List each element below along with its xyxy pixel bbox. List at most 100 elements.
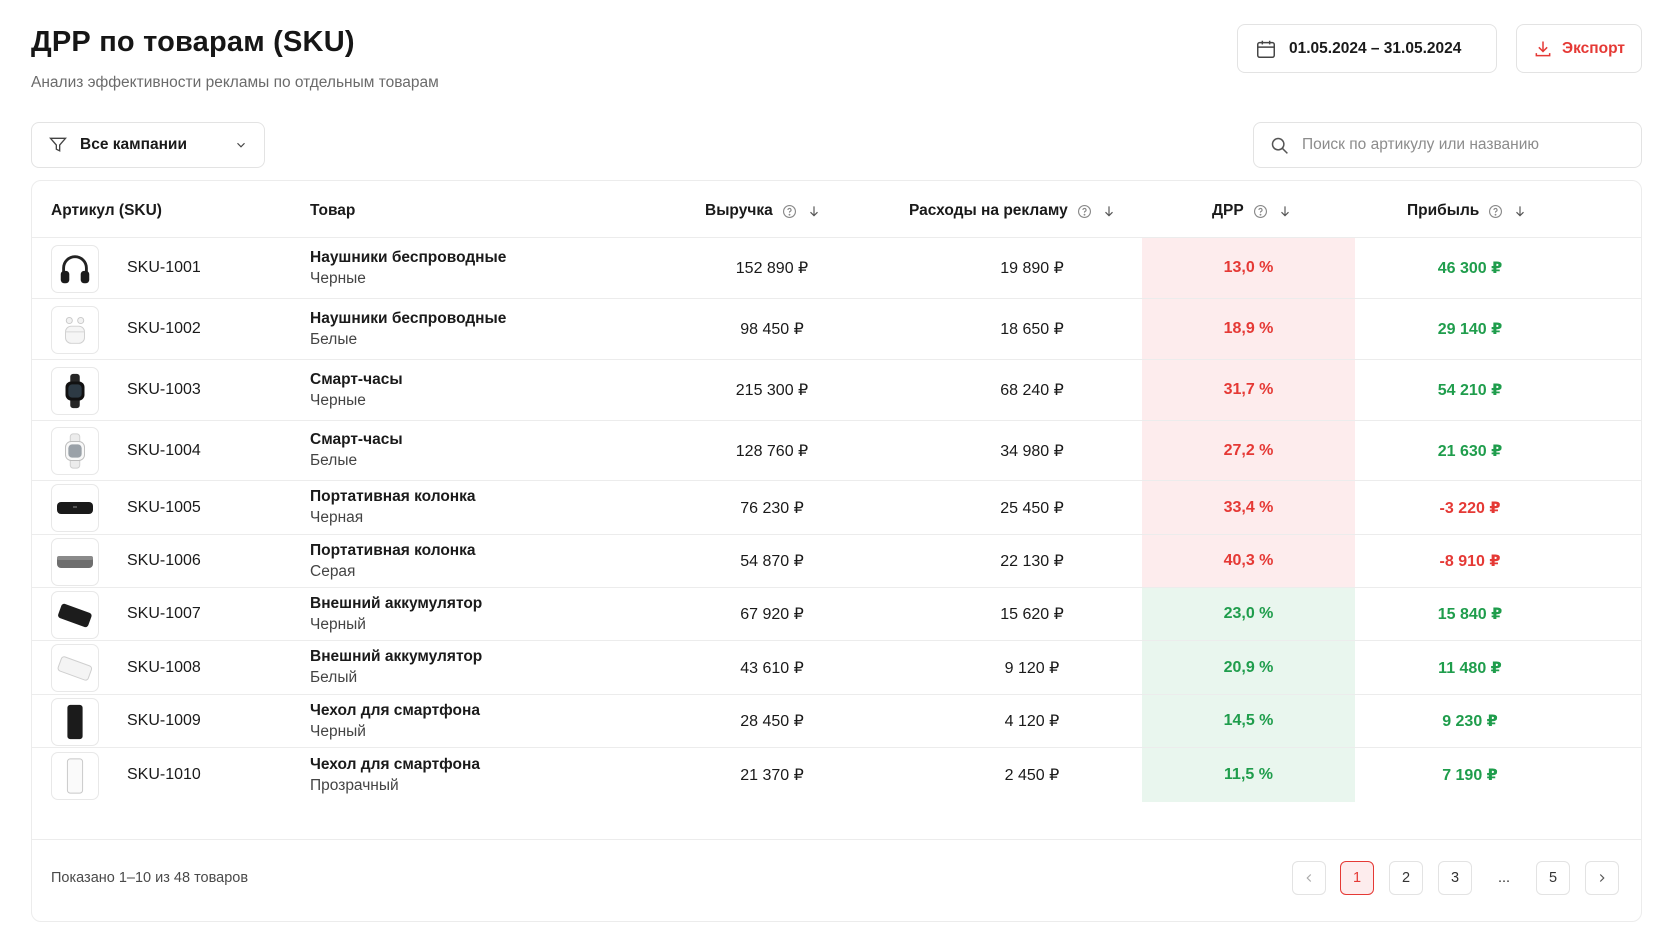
sku-cell[interactable]: SKU-1009 [127, 712, 201, 729]
column-header-spend[interactable]: Расходы на рекламу [909, 181, 1116, 241]
product-thumbnail [51, 245, 99, 293]
sku-cell[interactable]: SKU-1007 [127, 605, 201, 622]
pagination-page-3[interactable]: 3 [1438, 861, 1472, 895]
pagination-ellipsis: ... [1497, 870, 1511, 886]
sort-arrow-down-icon[interactable] [1102, 204, 1116, 218]
sku-table: Артикул (SKU) Товар Выручка Расходы на р… [31, 180, 1642, 922]
table-row[interactable]: SKU-1003 Смарт-часы Черные 215 300 ₽ 68 240 … [32, 359, 1641, 420]
profit-cell: 15 840 ₽ [1437, 606, 1503, 623]
table-row[interactable]: SKU-1008 Внешний аккумулятор Белый 43 610 ₽… [32, 640, 1641, 694]
drr-cell: 27,2 % [1142, 421, 1355, 480]
product-name: Внешний аккумулятор [310, 648, 483, 665]
export-label: Экспорт [1562, 39, 1625, 57]
column-header-drr[interactable]: ДРР [1212, 181, 1292, 241]
product-name: Смарт-часы [310, 370, 403, 388]
product-cell: Чехол для смартфона Черный [310, 695, 480, 747]
product-thumbnail [51, 591, 99, 639]
page-title: ДРР по товарам (SKU) [31, 26, 355, 58]
chevron-right-icon [1599, 874, 1605, 882]
pagination-page-5[interactable]: 5 [1536, 861, 1570, 895]
product-cell: Портативная колонка Серая [310, 535, 476, 587]
sort-arrow-down-icon[interactable] [1278, 204, 1292, 218]
product-name: Портативная колонка [310, 541, 476, 559]
help-icon[interactable] [782, 204, 797, 219]
product-cell: Чехол для смартфона Прозрачный [310, 748, 480, 802]
column-header-product: Товар [310, 202, 356, 219]
sku-cell[interactable]: SKU-1002 [127, 320, 201, 337]
pagination-next-button[interactable] [1585, 861, 1619, 895]
sku-cell[interactable]: SKU-1003 [127, 381, 201, 398]
campaign-filter-label: Все кампании [80, 136, 187, 153]
profit-cell: 54 210 ₽ [1437, 382, 1503, 399]
table-row[interactable]: SKU-1009 Чехол для смартфона Черный 28 450 … [32, 694, 1641, 747]
revenue-cell: 43 610 ₽ [740, 659, 804, 677]
search-input[interactable] [1302, 136, 1622, 154]
product-name: Портативная колонка [310, 488, 476, 505]
sku-cell[interactable]: SKU-1001 [127, 259, 201, 276]
revenue-cell: 21 370 ₽ [740, 767, 804, 784]
pagination-page-2[interactable]: 2 [1389, 861, 1423, 895]
chevron-left-icon [1306, 874, 1312, 882]
product-variant: Серая [310, 562, 356, 580]
revenue-cell: 76 230 ₽ [740, 499, 804, 517]
profit-cell: 21 630 ₽ [1437, 442, 1503, 460]
ad-spend-cell: 18 650 ₽ [1000, 321, 1064, 338]
product-variant: Черный [310, 615, 366, 633]
revenue-cell: 128 760 ₽ [735, 442, 809, 460]
help-icon[interactable] [1253, 204, 1268, 219]
product-cell: Наушники беспроводные Белые [310, 299, 506, 359]
table-footer: Показано 1–10 из 48 товаров 1 2 3 ... 5 [32, 839, 1641, 921]
table-row[interactable]: SKU-1006 Портативная колонка Серая 54 870 ₽… [32, 534, 1641, 587]
sku-cell[interactable]: SKU-1005 [127, 498, 201, 516]
table-row[interactable]: SKU-1001 Наушники беспроводные Черные 152 8… [32, 237, 1641, 298]
revenue-cell: 215 300 ₽ [735, 382, 809, 399]
drr-cell: 20,9 % [1142, 641, 1355, 694]
table-row[interactable]: SKU-1004 Смарт-часы Белые 128 760 ₽ 34 980 ₽… [32, 420, 1641, 480]
sku-cell[interactable]: SKU-1010 [127, 766, 201, 783]
pagination-prev-button[interactable] [1292, 861, 1326, 895]
drr-cell: 23,0 % [1142, 588, 1355, 640]
profit-cell: -3 220 ₽ [1439, 499, 1501, 517]
product-name: Чехол для смартфона [310, 755, 480, 773]
calendar-icon [1257, 40, 1275, 58]
product-variant: Белые [310, 452, 358, 469]
ad-spend-cell: 2 450 ₽ [1004, 767, 1060, 784]
column-header-profit[interactable]: Прибыль [1407, 181, 1527, 241]
ad-spend-cell: 9 120 ₽ [1004, 659, 1060, 677]
table-row[interactable]: SKU-1007 Внешний аккумулятор Черный 67 920 … [32, 587, 1641, 640]
product-variant: Черные [310, 269, 366, 287]
table-row[interactable]: SKU-1002 Наушники беспроводные Белые 98 450… [32, 298, 1641, 359]
help-icon[interactable] [1077, 204, 1092, 219]
pagination-page-1[interactable]: 1 [1340, 861, 1374, 895]
export-button[interactable]: Экспорт [1516, 24, 1642, 73]
revenue-cell: 98 450 ₽ [740, 321, 804, 338]
sku-cell[interactable]: SKU-1006 [127, 552, 201, 569]
sku-cell[interactable]: SKU-1004 [127, 441, 201, 459]
column-header-revenue[interactable]: Выручка [705, 181, 821, 241]
ad-spend-cell: 19 890 ₽ [1000, 260, 1064, 277]
product-variant: Белый [310, 669, 358, 686]
product-thumbnail [51, 427, 99, 475]
search-icon [1271, 137, 1288, 154]
revenue-cell: 152 890 ₽ [735, 260, 809, 277]
sort-arrow-down-icon[interactable] [807, 204, 821, 218]
product-name: Чехол для смартфона [310, 701, 480, 719]
table-row[interactable]: SKU-1010 Чехол для смартфона Прозрачный 21 … [32, 747, 1641, 802]
drr-cell: 13,0 % [1142, 238, 1355, 298]
table-row[interactable]: SKU-1005 Портативная колонка Черная 76 230 … [32, 480, 1641, 534]
product-thumbnail [51, 367, 99, 415]
drr-cell: 14,5 % [1142, 695, 1355, 747]
product-cell: Смарт-часы Черные [310, 360, 403, 420]
product-variant: Белые [310, 330, 358, 348]
sku-cell[interactable]: SKU-1008 [127, 658, 201, 676]
drr-cell: 11,5 % [1142, 748, 1355, 802]
product-cell: Внешний аккумулятор Черный [310, 588, 482, 640]
product-variant: Прозрачный [310, 776, 399, 794]
profit-cell: 29 140 ₽ [1437, 321, 1503, 338]
sort-arrow-down-icon[interactable] [1513, 204, 1527, 218]
ad-spend-cell: 4 120 ₽ [1004, 713, 1060, 730]
search-box[interactable] [1253, 122, 1642, 168]
date-range-button[interactable]: 01.05.2024 – 31.05.2024 [1237, 24, 1497, 73]
help-icon[interactable] [1488, 204, 1503, 219]
campaign-filter-select[interactable]: Все кампании [31, 122, 265, 168]
